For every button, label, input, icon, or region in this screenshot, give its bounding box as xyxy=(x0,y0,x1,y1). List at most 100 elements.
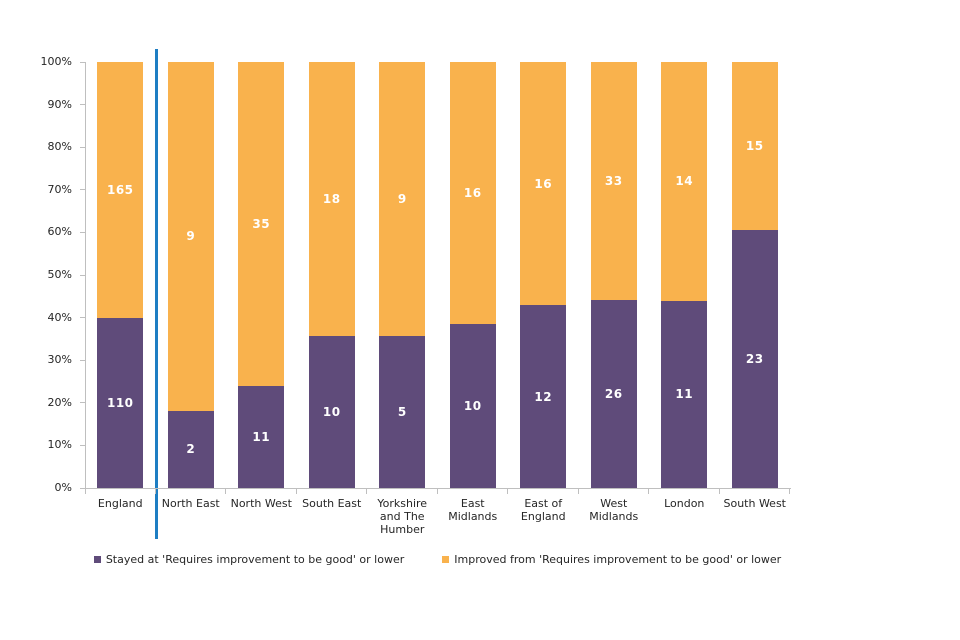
y-tick-label: 50% xyxy=(47,268,72,281)
x-tick-mark xyxy=(295,489,297,494)
legend-swatch-improved xyxy=(442,556,450,563)
x-tick-mark xyxy=(225,489,226,494)
bar-column: 12 16 xyxy=(508,62,579,488)
bar-segment-stayed: 2 xyxy=(167,410,214,488)
y-tick-label: 70% xyxy=(47,182,72,196)
x-category-label: North East xyxy=(161,497,220,510)
bar-segment-stayed: 26 xyxy=(590,300,637,488)
segment-value-label: 10 xyxy=(463,399,482,414)
bar-segment-stayed: 110 xyxy=(97,317,144,488)
y-axis-ticks xyxy=(80,61,85,489)
x-tick-mark xyxy=(154,489,156,494)
plot-area: 110 165 2 9 11 35 10 18 5 9 10 16 12 16 26 33 11 14 23 15 xyxy=(85,62,790,488)
y-tick-mark xyxy=(80,487,85,489)
y-tick-mark xyxy=(80,274,85,276)
segment-value-label: 18 xyxy=(322,191,341,206)
x-tick-mark xyxy=(648,489,649,494)
bar-segment-stayed: 11 xyxy=(238,386,285,488)
bar-segment-improved: 15 xyxy=(731,62,778,231)
bar-column: 23 15 xyxy=(720,62,791,488)
legend: Stayed at 'Requires improvement to be go… xyxy=(85,553,790,566)
y-tick-label: 60% xyxy=(47,225,72,239)
y-axis-labels: 100% 90% 80% 70% 60% 50% 40% 30% 20% 10% 0% xyxy=(0,55,76,494)
segment-value-label: 33 xyxy=(604,174,623,189)
segment-value-label: 10 xyxy=(322,404,341,419)
segment-value-label: 12 xyxy=(534,389,553,404)
y-tick-mark xyxy=(80,189,85,191)
bar-column: 11 14 xyxy=(649,62,720,488)
y-tick-label: 0% xyxy=(54,481,72,494)
y-tick-mark xyxy=(80,104,85,106)
x-axis-ticks xyxy=(85,489,790,494)
legend-label-improved: Improved from 'Requires improvement to b… xyxy=(454,553,782,566)
y-tick-label: 100% xyxy=(40,55,72,68)
x-category-label: North West xyxy=(230,497,292,510)
segment-value-label: 16 xyxy=(463,186,482,201)
segment-value-label: 165 xyxy=(106,182,134,197)
legend-item-stayed: Stayed at 'Requires improvement to be go… xyxy=(93,553,405,566)
x-category-label: East Midlands xyxy=(448,497,498,523)
bar-segment-improved: 16 xyxy=(449,62,496,325)
x-tick-mark xyxy=(789,489,790,494)
y-tick-mark xyxy=(80,444,85,446)
segment-value-label: 2 xyxy=(186,442,196,457)
y-tick-mark xyxy=(80,359,85,361)
x-category-label: South West xyxy=(723,497,786,510)
bar-column: 110 165 xyxy=(85,62,156,488)
y-tick-label: 30% xyxy=(47,353,72,367)
x-category-label: South East xyxy=(302,497,362,510)
bar-segment-improved: 35 xyxy=(238,62,285,387)
x-category-label: West Midlands xyxy=(589,497,639,523)
segment-value-label: 23 xyxy=(745,352,764,367)
bar-segment-improved: 18 xyxy=(308,62,355,336)
x-category-label: England xyxy=(97,497,143,510)
segment-value-label: 9 xyxy=(397,191,407,206)
segment-value-label: 14 xyxy=(675,174,694,189)
bar-segment-improved: 33 xyxy=(590,62,637,301)
england-separator-line xyxy=(154,49,158,539)
segment-value-label: 35 xyxy=(252,217,271,232)
x-category-label: East of England xyxy=(520,497,566,523)
segment-value-label: 9 xyxy=(186,229,196,244)
x-category-label: London xyxy=(664,497,705,510)
bar-column: 10 18 xyxy=(297,62,368,488)
bar-segment-stayed: 23 xyxy=(731,230,778,488)
x-tick-mark xyxy=(718,489,720,494)
bar-segment-improved: 9 xyxy=(379,62,426,336)
x-tick-mark xyxy=(436,489,438,494)
segment-value-label: 11 xyxy=(675,387,694,402)
y-tick-label: 90% xyxy=(47,97,72,111)
bar-column: 26 33 xyxy=(579,62,650,488)
bar-segment-stayed: 11 xyxy=(661,300,708,488)
x-axis-line xyxy=(85,488,791,489)
bar-segment-improved: 14 xyxy=(661,62,708,301)
y-tick-mark xyxy=(80,317,85,319)
bar-segment-stayed: 5 xyxy=(379,335,426,488)
y-tick-mark xyxy=(80,231,85,233)
segment-value-label: 5 xyxy=(397,404,407,419)
y-tick-label: 10% xyxy=(47,438,72,452)
legend-swatch-stayed xyxy=(93,556,101,563)
x-tick-mark xyxy=(85,489,86,494)
y-tick-mark xyxy=(80,402,85,404)
y-tick-label: 20% xyxy=(47,395,72,409)
legend-label-stayed: Stayed at 'Requires improvement to be go… xyxy=(105,553,405,566)
bar-column: 11 35 xyxy=(226,62,297,488)
bar-column: 10 16 xyxy=(438,62,509,488)
y-tick-label: 80% xyxy=(47,140,72,154)
segment-value-label: 16 xyxy=(534,176,553,191)
y-tick-mark xyxy=(80,61,85,63)
bar-segment-stayed: 10 xyxy=(308,335,355,488)
bar-segment-improved: 165 xyxy=(97,62,144,318)
x-category-label: Yorkshire and The Humber xyxy=(377,497,428,536)
bar-segment-stayed: 12 xyxy=(520,305,567,488)
segment-value-label: 26 xyxy=(604,387,623,402)
x-tick-mark xyxy=(577,489,579,494)
segment-value-label: 15 xyxy=(745,139,764,154)
x-tick-mark xyxy=(507,489,508,494)
y-tick-mark xyxy=(80,146,85,148)
segment-value-label: 110 xyxy=(106,395,134,410)
